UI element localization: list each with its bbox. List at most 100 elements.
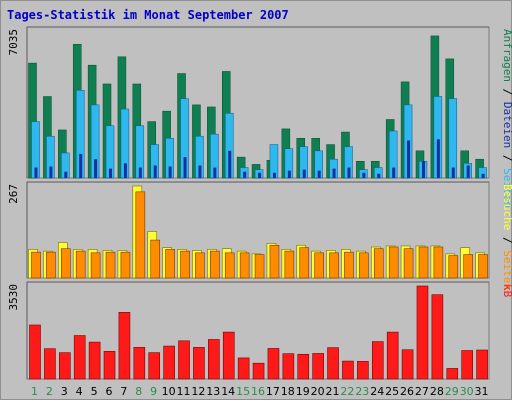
bar-seiten (287, 170, 291, 178)
legend-entry: Besuche (501, 184, 512, 230)
day-label: 25 (385, 385, 399, 398)
bar-seiten-visits (210, 250, 220, 279)
day-label: 7 (120, 385, 127, 398)
bar-seiten-visits (180, 250, 190, 279)
day-label: 29 (445, 385, 459, 398)
bar-kb (133, 347, 146, 380)
legend-entry: / (501, 148, 512, 168)
bar-seiten-visits (284, 250, 295, 279)
day-label: 9 (150, 385, 157, 398)
bar-seiten-visits (344, 251, 354, 279)
bar-seiten-visits (403, 248, 414, 279)
bar-seiten (168, 166, 172, 178)
day-label: 12 (191, 385, 205, 398)
day-label: 27 (415, 385, 429, 398)
day-label: 14 (221, 385, 235, 398)
bar-seiten-visits (150, 239, 161, 279)
bar-seiten-visits (299, 247, 310, 279)
bar-seiten-visits (448, 255, 459, 279)
day-label: 30 (460, 385, 474, 398)
bar-seiten (258, 172, 262, 178)
bar-seiten (94, 159, 98, 178)
bar-seiten-visits (239, 252, 250, 279)
bar-seiten (347, 167, 351, 178)
legend-entry: Anfragen (501, 29, 512, 82)
bar-seiten (392, 167, 396, 178)
day-label: 6 (105, 385, 112, 398)
bar-seiten-visits (314, 252, 324, 279)
bar-seiten (49, 166, 53, 178)
bar-kb (252, 362, 265, 380)
day-label: 21 (326, 385, 340, 398)
day-label: 2 (46, 385, 53, 398)
bar-seiten (332, 168, 336, 178)
day-label: 24 (370, 385, 384, 398)
bar-kb (88, 341, 101, 380)
bar-kb (461, 350, 473, 380)
bar-kb (416, 285, 429, 380)
bar-seiten (228, 150, 232, 178)
bar-seiten-visits (433, 246, 444, 279)
bar-kb (342, 360, 354, 380)
bar-seiten-visits (46, 251, 56, 279)
bar-kb (59, 352, 71, 380)
day-label: 18 (281, 385, 295, 398)
bar-kb (208, 339, 220, 380)
legend-entry: / (501, 230, 512, 250)
bar-kb (73, 335, 86, 380)
legend-entry: Seiten (501, 250, 512, 290)
bar-kb (118, 312, 131, 380)
bar-kb (222, 331, 235, 380)
bar-seiten (109, 168, 113, 178)
day-label: 28 (430, 385, 444, 398)
day-label: 19 (296, 385, 310, 398)
bar-kb (44, 348, 56, 380)
bar-seiten-visits (254, 254, 265, 279)
bar-seiten-visits (75, 250, 86, 279)
legend-entry: / (501, 82, 512, 102)
chart-title: Tages-Statistik im Monat September 2007 (7, 8, 289, 22)
day-label: 15 (236, 385, 250, 398)
bar-kb (446, 368, 459, 380)
bar-seiten (407, 140, 411, 178)
bar-kb (237, 357, 250, 380)
bar-seiten-visits (135, 191, 146, 279)
bar-seiten-visits (195, 252, 205, 279)
bar-seiten-visits (329, 252, 339, 279)
bar-kb (386, 331, 399, 380)
bar-seiten (317, 170, 321, 178)
day-label: 11 (176, 385, 190, 398)
bar-seiten (64, 171, 68, 178)
bar-seiten (243, 171, 247, 178)
bar-seiten-visits (165, 249, 175, 279)
day-label: 1 (31, 385, 38, 398)
bar-seiten-visits (418, 246, 429, 279)
bar-seiten (138, 167, 142, 178)
day-label: 26 (400, 385, 414, 398)
max-label-requests: 7035 (7, 29, 20, 56)
day-label: 13 (206, 385, 220, 398)
bar-kb (193, 347, 205, 380)
bar-kb (163, 345, 175, 380)
bar-kb (371, 341, 384, 380)
bar-kb (29, 324, 41, 380)
legend-entry: Seiten (501, 168, 512, 208)
legend-entry: kB (501, 284, 512, 298)
bar-kb (357, 361, 369, 380)
bar-seiten-visits (31, 251, 41, 279)
bar-kb (401, 349, 414, 380)
legend-traffic: kB (501, 284, 512, 298)
legend-requests: Anfragen / Dateien / Seiten (501, 29, 512, 208)
bar-kb (148, 352, 161, 380)
bar-seiten-visits (388, 246, 399, 279)
bar-kb (282, 353, 295, 380)
day-label: 17 (266, 385, 280, 398)
bar-dateien (448, 98, 458, 179)
bar-seiten (377, 173, 381, 178)
day-label: 8 (135, 385, 142, 398)
bar-seiten-visits (373, 248, 384, 279)
day-label: 23 (355, 385, 369, 398)
day-label: 3 (61, 385, 68, 398)
bar-seiten (183, 157, 187, 178)
